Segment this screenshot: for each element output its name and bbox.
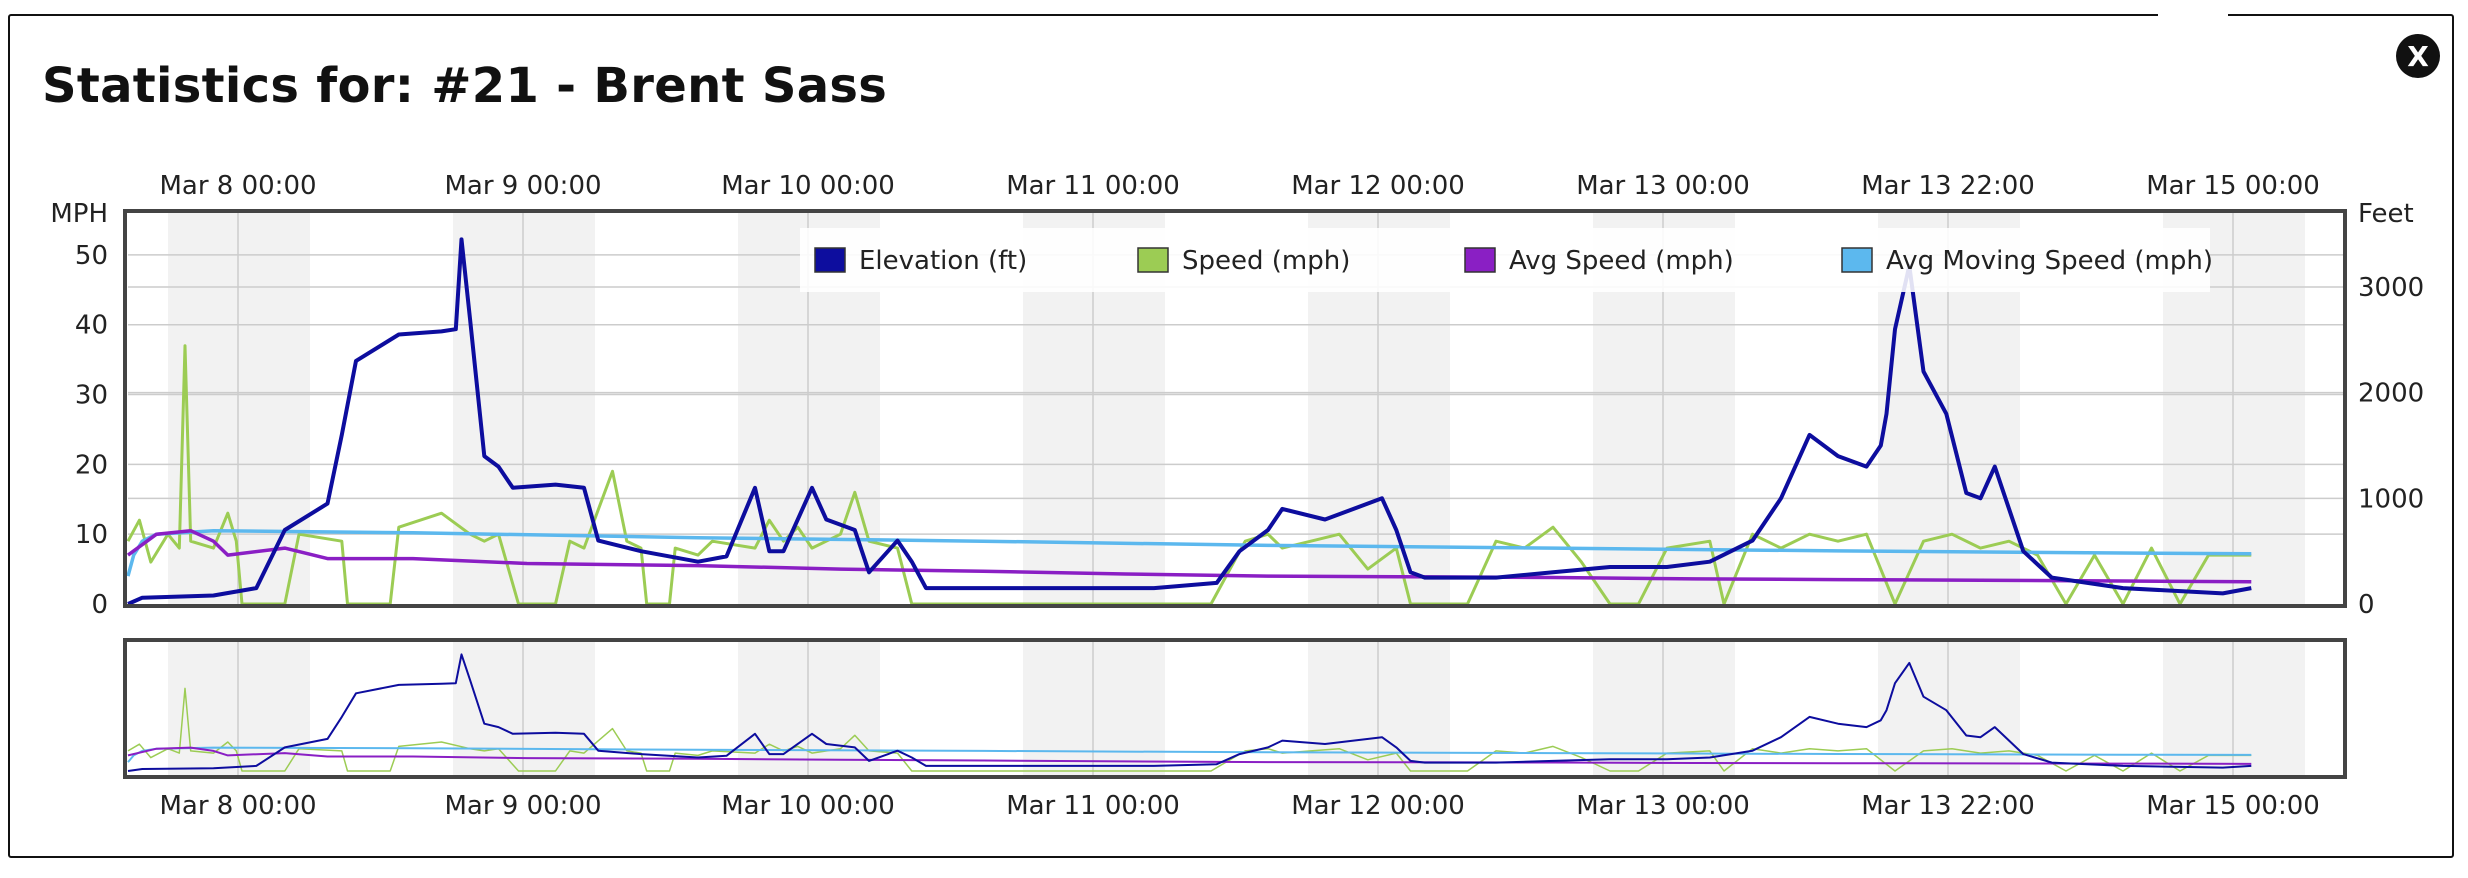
elevation-ft-line (127, 237, 2252, 606)
elevation-ft-navigator-line (127, 653, 2252, 772)
day-band (453, 642, 595, 775)
y-tick-label: 50 (75, 241, 108, 271)
x-tick-label: Mar 11 00:00 (1006, 171, 1180, 201)
series-main (126, 237, 2252, 606)
x-axis-bottom: Mar 8 00:00 Mar 9 00:00 Mar 10 00:00 Mar 11… (159, 791, 2319, 821)
avg-moving-speed-mph-legend-swatch (1841, 247, 1873, 273)
x-tick-label: Mar 15 00:00 (2146, 171, 2320, 201)
x-axis-top: Mar 8 00:00 Mar 9 00:00 Mar 10 00:00 Mar 11… (159, 171, 2319, 201)
series-navigator (127, 653, 2252, 772)
day-band (738, 642, 880, 775)
navigator-frame (123, 638, 2347, 779)
y-tick-label: 40 (75, 311, 108, 341)
avg-speed-mph-navigator-line (127, 746, 2252, 765)
close-button[interactable]: X (2396, 34, 2440, 78)
day-band (168, 213, 310, 604)
x-tick-label: Mar 13 00:00 (1576, 791, 1750, 821)
x-tick-label: Mar 12 00:00 (1291, 791, 1465, 821)
day-band (1308, 642, 1450, 775)
legend: Elevation (ft) Speed (mph) Avg Speed (mph)… (814, 246, 2213, 276)
y-axis-right: 0 1000 2000 3000 (2358, 273, 2424, 620)
y-tick-label: 30 (75, 381, 108, 411)
avg-speed-mph-legend-swatch (1464, 247, 1496, 273)
x-tick-label: Mar 13 00:00 (1576, 171, 1750, 201)
avg-speed-mph-line (126, 528, 2252, 584)
avg-moving-speed-mph-line (126, 528, 2252, 577)
day-band (1023, 642, 1165, 775)
elevation-ft-legend-swatch (814, 247, 846, 273)
x-tick-label: Mar 13 22:00 (1861, 171, 2035, 201)
modal-title: Statistics for: #21 - Brent Sass (42, 58, 888, 114)
legend-box (800, 228, 2210, 292)
y-axis-left: 0 10 20 30 40 50 (75, 241, 108, 620)
x-tick-label: Mar 8 00:00 (159, 171, 316, 201)
y-tick-label: 3000 (2358, 273, 2424, 303)
speed-mph-line (126, 344, 2252, 606)
main-plot-frame (123, 209, 2347, 608)
x-tick-label: Mar 9 00:00 (444, 171, 601, 201)
x-tick-label: Mar 13 22:00 (1861, 791, 2035, 821)
y-tick-label: 10 (75, 520, 108, 550)
y-tick-label: 1000 (2358, 484, 2424, 514)
speed-mph-legend-swatch (1137, 247, 1169, 273)
day-band (2163, 642, 2305, 775)
x-tick-label: Mar 12 00:00 (1291, 171, 1465, 201)
y-axis-left-title: MPH (50, 199, 108, 229)
avg-speed-mph-legend-label: Avg Speed (mph) (1509, 246, 1734, 276)
x-tick-label: Mar 10 00:00 (721, 791, 895, 821)
avg-moving-speed-mph-legend-label: Avg Moving Speed (mph) (1886, 246, 2213, 276)
speed-mph-legend-label: Speed (mph) (1182, 246, 1350, 276)
y-axis-right-title: Feet (2358, 199, 2414, 229)
day-band (453, 213, 595, 604)
y-tick-label: 0 (91, 590, 108, 620)
y-tick-label: 0 (2358, 590, 2375, 620)
elevation-ft-legend-label: Elevation (ft) (859, 246, 1027, 276)
y-tick-label: 2000 (2358, 379, 2424, 409)
modal-border-gap (2158, 8, 2228, 20)
speed-mph-navigator-line (127, 687, 2252, 772)
x-tick-label: Mar 9 00:00 (444, 791, 601, 821)
avg-moving-speed-mph-navigator-line (127, 746, 2252, 763)
x-tick-label: Mar 10 00:00 (721, 171, 895, 201)
x-tick-label: Mar 15 00:00 (2146, 791, 2320, 821)
x-tick-label: Mar 11 00:00 (1006, 791, 1180, 821)
day-band (1878, 642, 2020, 775)
y-tick-label: 20 (75, 450, 108, 480)
x-tick-label: Mar 8 00:00 (159, 791, 316, 821)
statistics-modal (8, 14, 2454, 858)
